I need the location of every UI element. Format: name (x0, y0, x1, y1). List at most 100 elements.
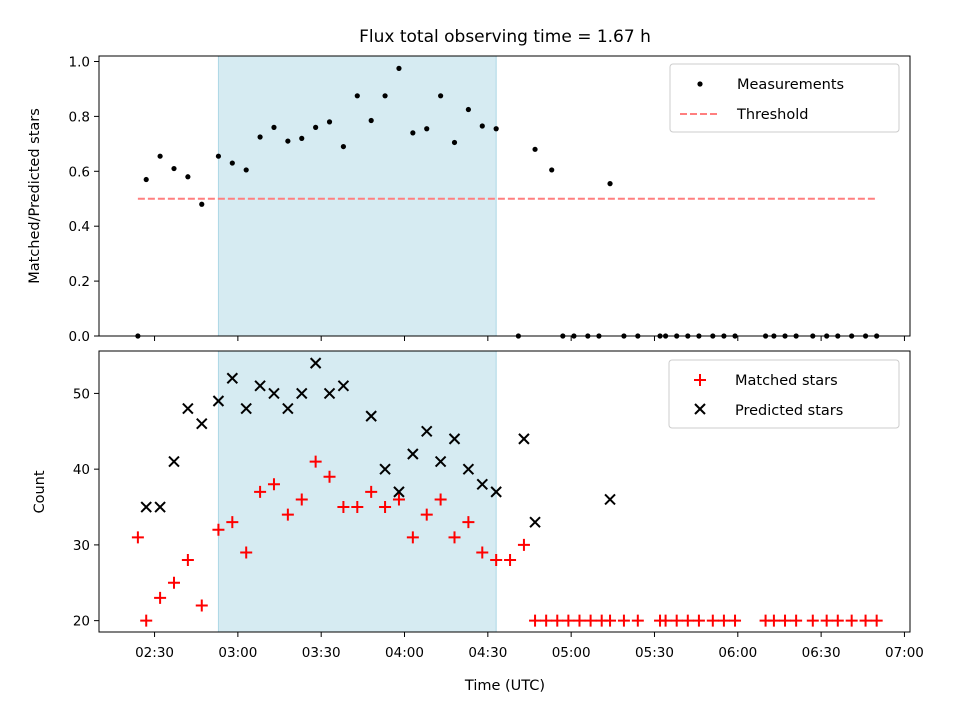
predicted-star-point (421, 425, 433, 437)
matched-star-point (140, 614, 153, 627)
bottom-y-tick-label: 50 (73, 386, 90, 402)
predicted-star-point (182, 402, 194, 415)
measurement-point (271, 124, 277, 130)
top-shade-rect (217, 55, 497, 337)
predicted-star-point (518, 433, 530, 445)
matched-star-point (517, 538, 530, 551)
measurement-point (215, 153, 222, 159)
matched-star-point (790, 614, 803, 627)
predicted-star-point (323, 387, 336, 400)
predicted-star-point (604, 493, 616, 506)
measurement-point (479, 123, 485, 129)
predicted-star-point (196, 418, 208, 430)
measurement-point (354, 93, 360, 99)
bottom-x-axis-label: Time (UTC) (464, 678, 545, 694)
matched-star-point (631, 614, 644, 627)
matched-star-point (706, 614, 719, 627)
bottom-x-tick-label: 04:00 (385, 645, 424, 661)
matched-star-point (681, 614, 694, 627)
measurement-point (410, 130, 416, 136)
matched-star-point (337, 501, 350, 514)
matched-star-point (154, 591, 167, 604)
predicted-star-point (309, 357, 322, 369)
top-shaded-span (217, 55, 497, 337)
measurement-point (199, 201, 205, 207)
bottom-legend: Matched stars Predicted stars (668, 359, 900, 429)
measurement-point (171, 165, 177, 172)
measurement-point (229, 160, 235, 166)
matched-star-point (870, 614, 883, 627)
predicted-star-point (337, 380, 350, 392)
measurement-point (549, 167, 555, 173)
predicted-star-point (240, 402, 252, 415)
matched-star-point (406, 531, 419, 544)
matched-star-point (504, 554, 517, 567)
measurement-point (396, 65, 402, 71)
measurement-point (299, 135, 305, 141)
chart-title: Flux total observing time = 1.67 h (359, 27, 651, 47)
measurement-point (285, 138, 291, 144)
predicted-star-points (140, 357, 616, 528)
predicted-star-point (529, 516, 541, 528)
top-y-tick-label: 0.0 (69, 329, 90, 345)
matched-star-point (551, 614, 564, 627)
top-y-tick-label: 0.2 (69, 274, 90, 290)
legend-predicted-label: Predicted stars (735, 403, 843, 419)
matched-star-point (281, 508, 294, 521)
bottom-x-tick-label: 03:00 (218, 645, 257, 661)
matched-star-point (448, 531, 461, 544)
legend-predicted-marker (694, 403, 706, 415)
bottom-x-tick-label: 03:30 (302, 645, 341, 661)
matched-star-point (604, 614, 617, 627)
measurement-point (185, 174, 191, 180)
matched-star-point (490, 554, 503, 567)
predicted-star-point (462, 463, 475, 475)
predicted-star-point (226, 372, 239, 384)
matched-star-point (831, 614, 844, 627)
bottom-y-tick-label: 20 (73, 614, 90, 630)
top-panel: 0.0 0.2 0.4 0.6 0.8 1.0 Matched/Predicted sta… (27, 54, 911, 345)
legend-measurements-marker (697, 81, 703, 87)
matched-star-point (779, 614, 792, 627)
predicted-star-point (448, 433, 461, 445)
matched-star-point (820, 614, 833, 627)
bottom-x-tick-label: 05:00 (552, 645, 591, 661)
bottom-y-axis-label: Count (32, 470, 48, 513)
matched-star-point (195, 599, 208, 612)
bottom-x-tick-label: 06:00 (718, 645, 757, 661)
matched-star-point (434, 493, 447, 506)
matched-star-point (767, 614, 780, 627)
predicted-star-point (393, 486, 405, 498)
matched-star-point (379, 501, 392, 514)
measurement-point (313, 124, 319, 130)
matched-star-point (392, 493, 405, 506)
measurement-point (157, 153, 163, 159)
top-legend-box (669, 63, 900, 133)
matched-star-point (212, 523, 225, 536)
matched-star-point (529, 614, 542, 627)
top-y-axis-label: Matched/Predicted stars (27, 108, 43, 284)
matched-star-point (309, 455, 322, 468)
matched-star-point (476, 546, 489, 559)
measurement-point (368, 117, 374, 124)
matched-star-point (323, 470, 336, 483)
matched-star-point (267, 478, 280, 491)
matched-star-point (845, 614, 858, 627)
matched-star-point (420, 508, 433, 521)
matched-star-point (617, 614, 630, 627)
top-y-tick-label: 0.6 (69, 164, 90, 180)
top-y-ticks: 0.0 0.2 0.4 0.6 0.8 1.0 (69, 54, 99, 345)
measurement-point (243, 167, 249, 173)
legend-threshold-label: Threshold (736, 107, 808, 123)
bottom-x-tick-label: 07:00 (885, 645, 924, 661)
predicted-star-point (254, 380, 266, 392)
top-plot-frame (98, 55, 911, 337)
matched-star-point (462, 516, 475, 529)
measurement-point (607, 181, 613, 187)
predicted-star-point (140, 501, 152, 513)
matched-star-point (729, 614, 742, 627)
matched-star-point (181, 554, 194, 567)
predicted-star-point (379, 463, 391, 475)
